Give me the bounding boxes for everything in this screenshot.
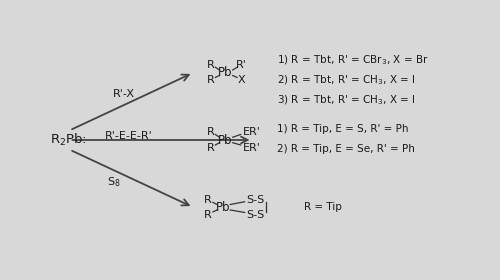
Text: R: R <box>206 75 214 85</box>
Text: ER': ER' <box>243 127 261 137</box>
Text: R: R <box>204 210 212 220</box>
Text: 2) R = Tip, E = Se, R' = Ph: 2) R = Tip, E = Se, R' = Ph <box>277 144 415 154</box>
Text: Pb: Pb <box>218 66 232 79</box>
Text: 1) R = Tbt, R' = CBr$_3$, X = Br: 1) R = Tbt, R' = CBr$_3$, X = Br <box>277 53 428 67</box>
Text: R: R <box>206 127 214 137</box>
Text: S$_8$: S$_8$ <box>108 175 121 189</box>
Text: Pb: Pb <box>218 134 232 146</box>
Text: S-S: S-S <box>246 195 264 205</box>
Text: 2) R = Tbt, R' = CH$_3$, X = I: 2) R = Tbt, R' = CH$_3$, X = I <box>277 73 415 87</box>
Text: ER': ER' <box>243 143 261 153</box>
Text: 3) R = Tbt, R' = CH$_3$, X = I: 3) R = Tbt, R' = CH$_3$, X = I <box>277 93 415 107</box>
Text: Pb: Pb <box>216 201 230 214</box>
Text: R: R <box>206 60 214 69</box>
Text: R': R' <box>236 60 246 69</box>
Text: 1) R = Tip, E = S, R' = Ph: 1) R = Tip, E = S, R' = Ph <box>277 124 408 134</box>
Text: R$_2$Pb:: R$_2$Pb: <box>50 132 86 148</box>
Text: R: R <box>206 143 214 153</box>
Text: R'-E-E-R': R'-E-E-R' <box>105 130 152 141</box>
Text: X: X <box>238 75 245 85</box>
Text: R: R <box>204 195 212 205</box>
Text: R'-X: R'-X <box>113 89 135 99</box>
Text: R = Tip: R = Tip <box>304 202 343 212</box>
Text: S-S: S-S <box>246 210 264 220</box>
